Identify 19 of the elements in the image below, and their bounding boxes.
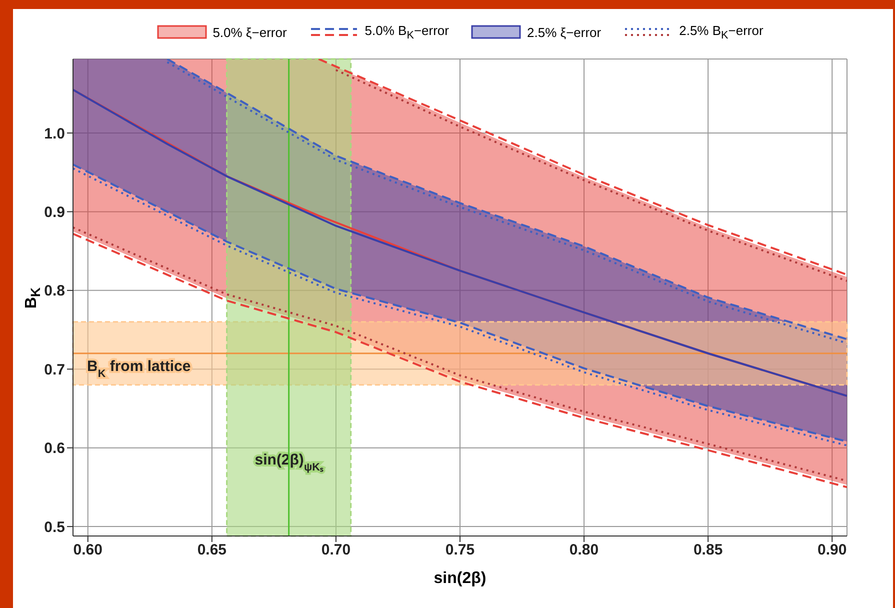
y-tick-label: 0.8 bbox=[44, 282, 65, 300]
y-tick-label: 0.7 bbox=[44, 361, 65, 378]
y-tick-label: 0.6 bbox=[44, 440, 65, 458]
x-axis-title: sin(2β) bbox=[432, 570, 488, 588]
y-tick-label: 0.9 bbox=[44, 204, 65, 222]
y-tick-label: 0.5 bbox=[44, 518, 65, 536]
band-label: B$_{K}$ from lattice bbox=[87, 358, 191, 380]
x-tick-label: 0.75 bbox=[445, 542, 475, 559]
x-tick-label: 0.60 bbox=[73, 542, 102, 559]
x-tick-label: 0.70 bbox=[321, 542, 351, 559]
legend-label: 5.0% B$_{K}$−error bbox=[364, 23, 449, 42]
x-tick-label: 0.80 bbox=[569, 542, 599, 559]
legend-label: 2.5% ξ−error bbox=[527, 24, 602, 40]
y-tick-label: 1.0 bbox=[44, 125, 65, 142]
legend-label: 2.5% B$_{K}$−error bbox=[679, 23, 764, 42]
x-tick-label: 0.90 bbox=[818, 542, 847, 559]
x-tick-label: 0.65 bbox=[197, 542, 227, 559]
legend-label: 5.0% ξ−error bbox=[212, 24, 287, 40]
x-tick-label: 0.85 bbox=[693, 542, 723, 559]
